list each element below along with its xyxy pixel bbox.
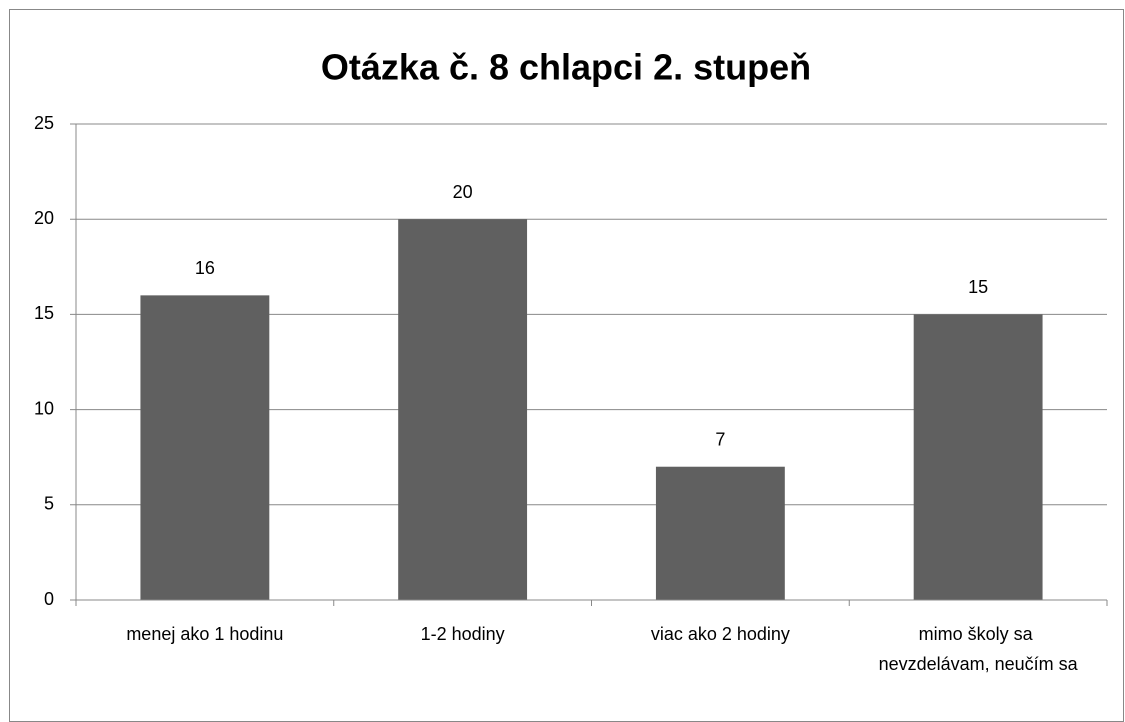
y-tick-label: 25 <box>34 113 54 133</box>
y-tick-label: 15 <box>34 303 54 323</box>
data-label: 7 <box>715 429 725 449</box>
chart-title: Otázka č. 8 chlapci 2. stupeň <box>321 47 811 88</box>
x-tick-label: menej ako 1 hodinu <box>126 624 283 644</box>
data-label: 20 <box>453 182 473 202</box>
bar <box>398 219 528 600</box>
bar <box>913 314 1043 600</box>
y-tick-label: 0 <box>44 589 54 609</box>
y-tick-label: 20 <box>34 208 54 228</box>
bar <box>140 295 270 600</box>
data-label: 15 <box>968 277 988 297</box>
x-tick-label: viac ako 2 hodiny <box>651 624 790 644</box>
y-tick-label: 5 <box>44 494 54 514</box>
bar <box>655 466 785 600</box>
x-tick-label: 1-2 hodiny <box>421 624 505 644</box>
y-tick-label: 10 <box>34 398 54 418</box>
data-label: 16 <box>195 258 215 278</box>
x-tick-label: mimo školy sa nevzdelávam, neučím sa <box>879 624 1079 674</box>
